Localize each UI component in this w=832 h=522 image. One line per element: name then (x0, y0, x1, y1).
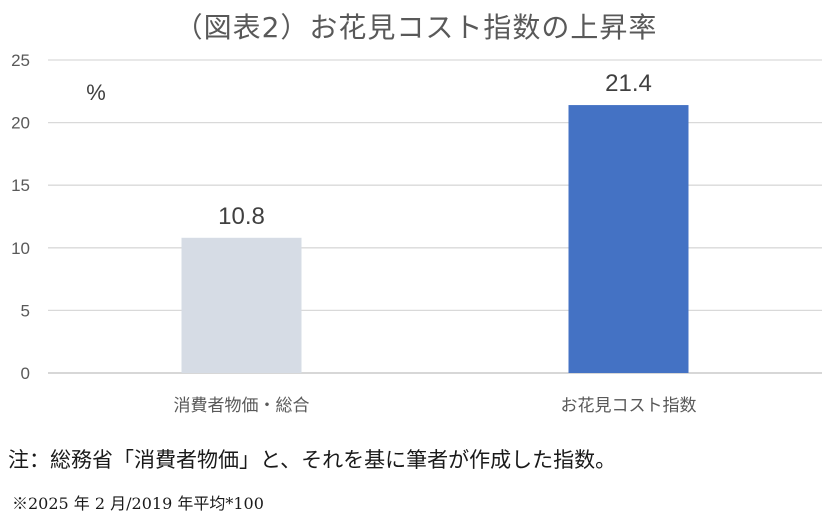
x-axis: 消費者物価・総合 お花見コスト指数 (174, 396, 697, 416)
data-labels: 10.8 21.4 (218, 70, 652, 230)
chart-note: 注：総務省「消費者物価」と、それを基に筆者が作成した指数。 (8, 448, 617, 472)
gridlines (48, 59, 822, 374)
y-axis: 0 5 10 15 20 25 (11, 51, 30, 383)
bars (181, 105, 689, 374)
y-tick-label: 5 (21, 301, 30, 320)
y-tick-label: 25 (11, 51, 30, 70)
x-tick-label: 消費者物価・総合 (174, 396, 310, 416)
y-tick-label: 10 (11, 239, 30, 258)
unit-label: % (86, 80, 106, 105)
chart-title: （図表2）お花見コスト指数の上昇率 (174, 11, 658, 44)
y-tick-label: 0 (21, 364, 30, 383)
data-label: 21.4 (605, 70, 652, 97)
bar-chart: 0 5 10 15 20 25 % 10.8 21.4 消費者物価・総合 お花見コスト指数 (11, 51, 822, 416)
bar (181, 237, 302, 373)
y-tick-label: 20 (11, 114, 30, 133)
data-label: 10.8 (218, 203, 265, 230)
bar (568, 105, 689, 374)
chart-footnote: ※2025 年 2 月/2019 年平均*100 (12, 494, 264, 513)
x-tick-label: お花見コスト指数 (561, 396, 697, 416)
y-tick-label: 15 (11, 176, 30, 195)
